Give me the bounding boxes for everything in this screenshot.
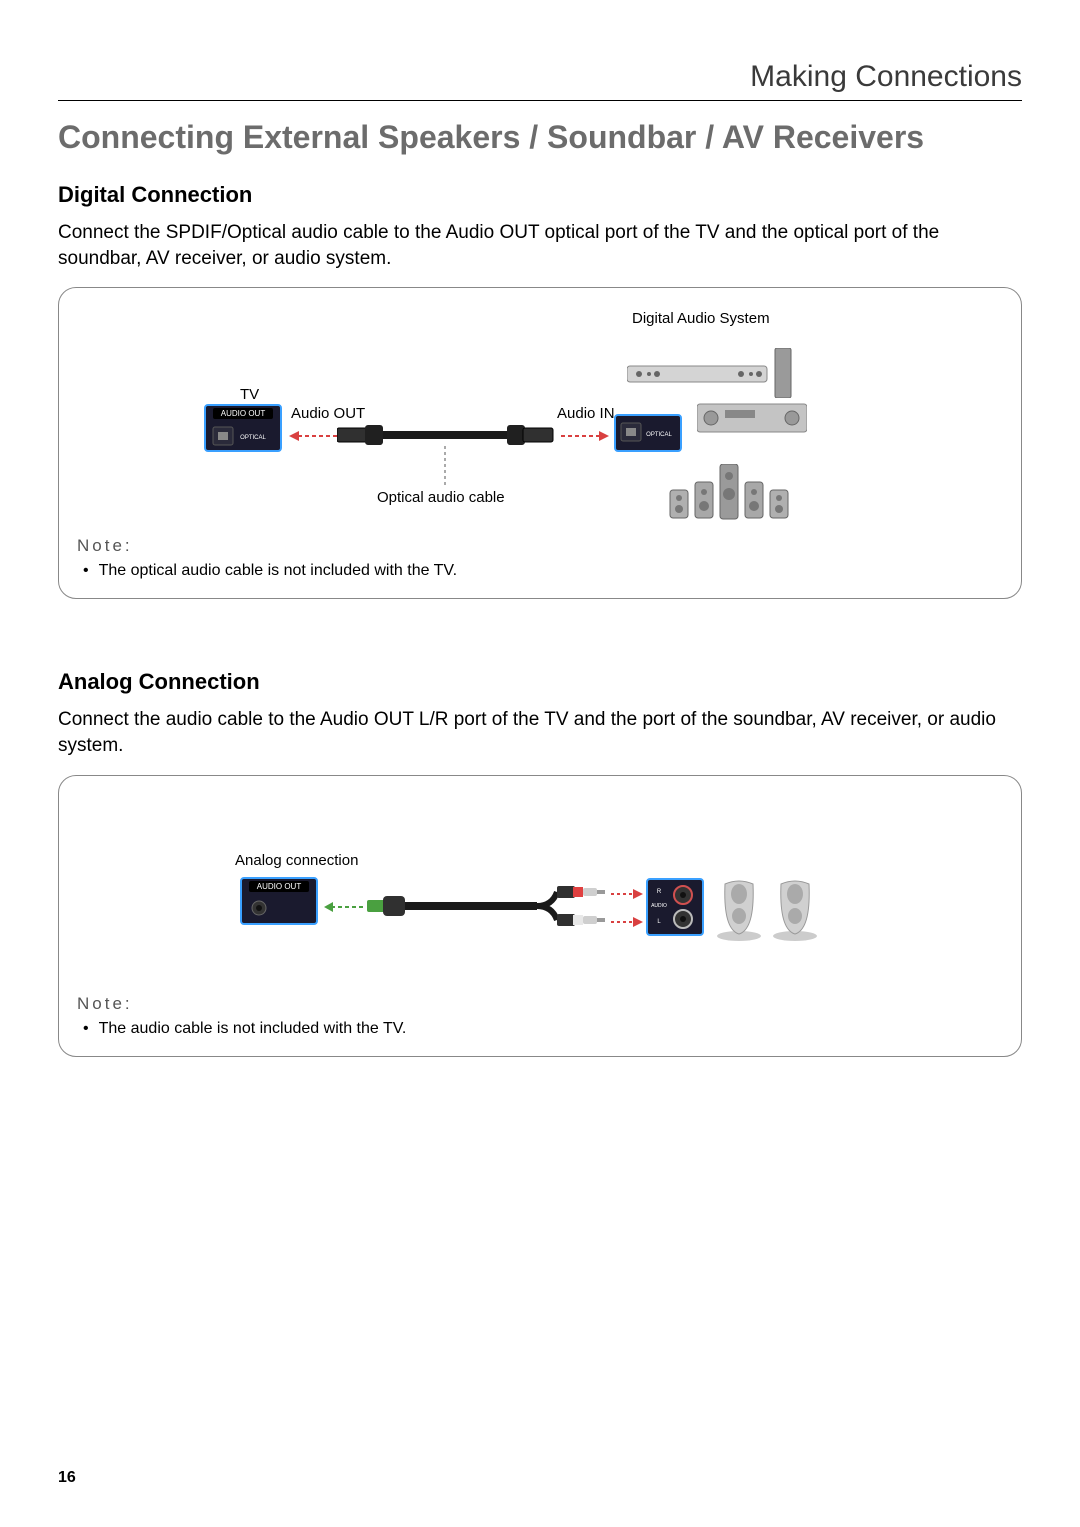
desktop-speakers-icon bbox=[713, 874, 823, 944]
svg-text:AUDIO OUT: AUDIO OUT bbox=[257, 882, 302, 891]
rca-white-arrow-icon bbox=[607, 914, 647, 930]
header-rule bbox=[58, 100, 1022, 101]
receiver-port-icon: OPTICAL bbox=[613, 413, 683, 453]
label-analog-title: Analog connection bbox=[235, 852, 358, 869]
red-arrow-in-icon bbox=[555, 426, 615, 446]
analog-body: Connect the audio cable to the Audio OUT… bbox=[58, 707, 1022, 758]
tv-port-icon: AUDIO OUT OPTICAL bbox=[203, 403, 283, 453]
soundbar-icon bbox=[627, 348, 797, 398]
rca-red-arrow-icon bbox=[607, 886, 647, 902]
port-audio-out-text: AUDIO OUT bbox=[221, 409, 266, 418]
analog-note-text: The audio cable is not included with the… bbox=[99, 1020, 407, 1038]
audio-cable-icon bbox=[367, 874, 647, 944]
analog-diagram: Analog connection AUDIO OUT bbox=[58, 775, 1022, 1057]
port-optical-text: OPTICAL bbox=[240, 435, 266, 441]
digital-heading: Digital Connection bbox=[58, 182, 1022, 208]
analog-heading: Analog Connection bbox=[58, 669, 1022, 695]
svg-text:R: R bbox=[657, 889, 662, 895]
digital-note-item: • The optical audio cable is not include… bbox=[83, 562, 1003, 580]
bullet-icon: • bbox=[83, 562, 89, 580]
label-tv: TV bbox=[240, 386, 259, 403]
label-audio-out: Audio OUT bbox=[291, 405, 365, 422]
digital-note-label: Note: bbox=[77, 536, 1003, 556]
rca-in-port-icon: R AUDIO L bbox=[645, 877, 705, 937]
label-system: Digital Audio System bbox=[632, 310, 770, 327]
label-cable: Optical audio cable bbox=[377, 489, 505, 506]
page-number: 16 bbox=[58, 1469, 76, 1487]
bullet-icon: • bbox=[83, 1020, 89, 1038]
svg-text:OPTICAL: OPTICAL bbox=[646, 432, 672, 438]
digital-note-text: The optical audio cable is not included … bbox=[99, 562, 457, 580]
digital-body: Connect the SPDIF/Optical audio cable to… bbox=[58, 220, 1022, 271]
av-receiver-icon bbox=[697, 400, 807, 436]
surround-speakers-icon bbox=[655, 464, 805, 524]
red-arrow-out-icon bbox=[285, 426, 345, 446]
analog-note-item: • The audio cable is not included with t… bbox=[83, 1020, 1003, 1038]
analog-note-label: Note: bbox=[77, 994, 1003, 1014]
green-arrow-icon bbox=[321, 897, 371, 917]
header-title: Making Connections bbox=[58, 60, 1022, 94]
analog-port-icon: AUDIO OUT bbox=[239, 876, 319, 926]
svg-text:AUDIO: AUDIO bbox=[651, 903, 667, 909]
main-heading: Connecting External Speakers / Soundbar … bbox=[58, 119, 1022, 156]
digital-diagram: Digital Audio System TV AUDIO OUT OPTICA… bbox=[58, 287, 1022, 599]
label-audio-in: Audio IN bbox=[557, 405, 615, 422]
